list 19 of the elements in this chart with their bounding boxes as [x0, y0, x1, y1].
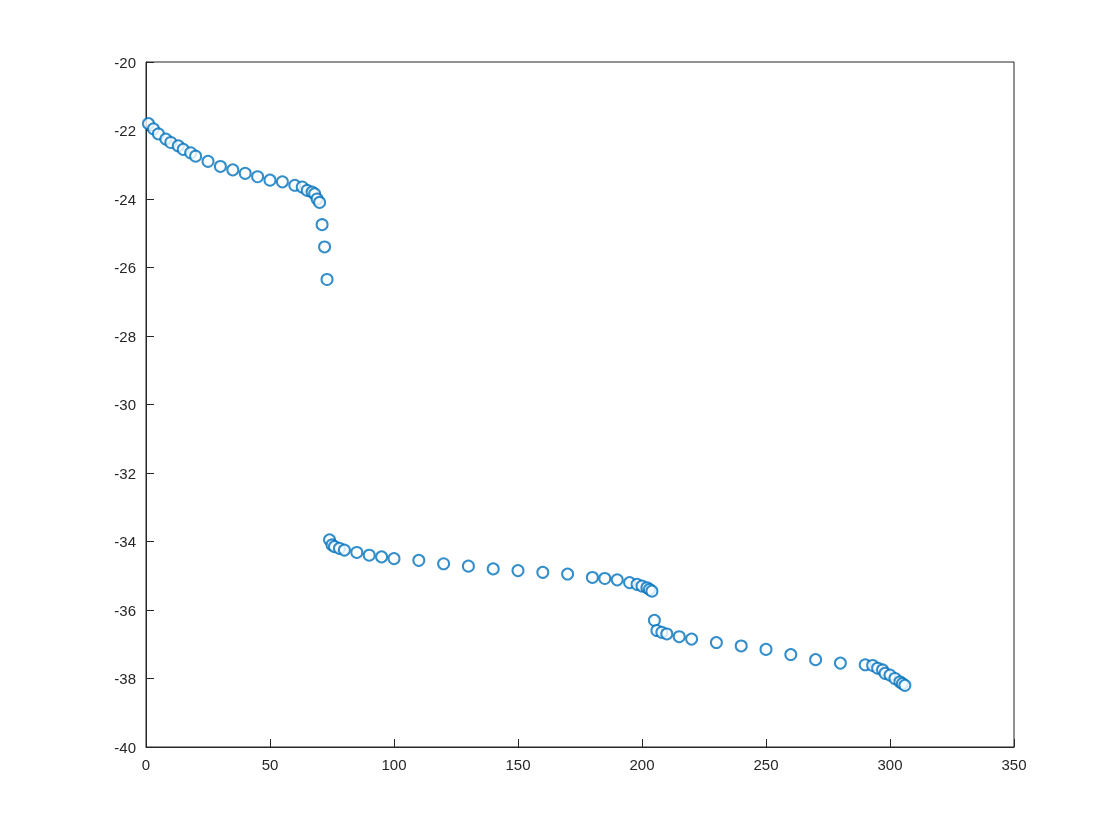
- y-tick-label: -28: [114, 327, 136, 345]
- y-tick-label: -36: [114, 601, 136, 619]
- x-tick-label: 350: [1001, 756, 1027, 773]
- x-tick-label: 200: [629, 756, 655, 773]
- x-tick-label: 100: [381, 756, 407, 773]
- y-tick-label: -32: [114, 464, 136, 482]
- y-tick-label: -26: [114, 259, 136, 276]
- y-tick-label: -30: [114, 396, 136, 413]
- x-tick-label: 50: [261, 756, 279, 773]
- y-tick-label: -20: [114, 53, 136, 71]
- y-tick-label: -34: [114, 533, 136, 550]
- x-tick-label: 250: [753, 756, 779, 773]
- x-tick-label: 300: [877, 756, 903, 773]
- x-tick-label: 0: [141, 756, 151, 773]
- y-tick-label: -24: [114, 190, 136, 208]
- y-tick-label: -22: [114, 122, 136, 139]
- y-tick-label: -40: [114, 738, 136, 756]
- x-tick-label: 150: [505, 756, 531, 773]
- y-tick-label: -38: [114, 670, 136, 687]
